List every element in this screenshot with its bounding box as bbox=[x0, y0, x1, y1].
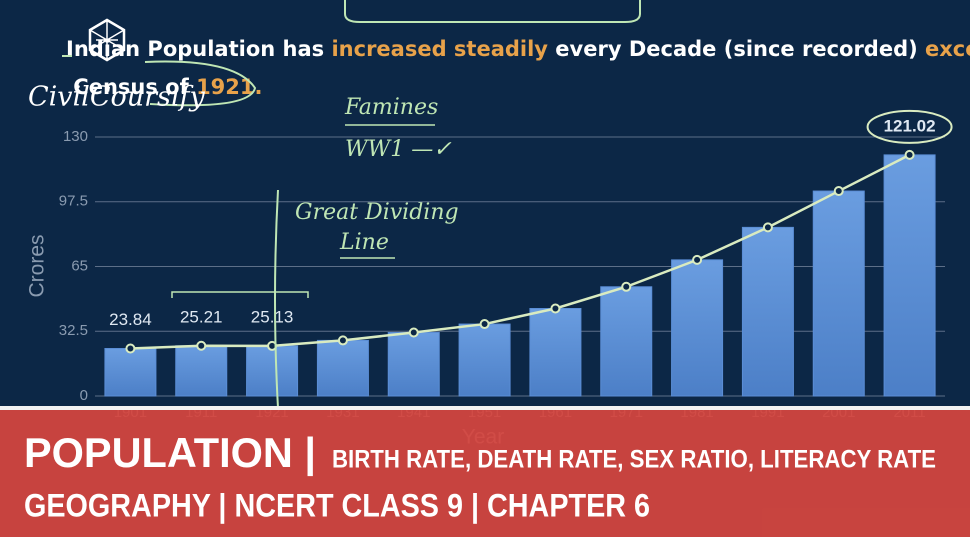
y-tick-label: 32.5 bbox=[59, 322, 88, 339]
headline: Indian Population has increased steadily… bbox=[66, 37, 970, 99]
trend-point bbox=[692, 254, 703, 265]
trend-point bbox=[479, 319, 490, 330]
headline-part: Census of bbox=[66, 75, 196, 99]
banner: POPULATION | BIRTH RATE, DEATH RATE, SEX… bbox=[0, 406, 970, 537]
headline-part: every Decade (since recorded) bbox=[548, 37, 925, 61]
trend-point bbox=[621, 281, 632, 292]
bar bbox=[316, 339, 369, 397]
banner-border bbox=[0, 406, 970, 410]
banner-bg bbox=[0, 410, 970, 537]
headline-part: increased steadily bbox=[331, 37, 548, 61]
trend-point bbox=[125, 343, 136, 354]
bar bbox=[104, 348, 157, 397]
trend-point bbox=[550, 303, 561, 314]
scribble bbox=[62, 55, 257, 107]
bar bbox=[741, 226, 794, 397]
bar bbox=[671, 259, 724, 397]
bar bbox=[175, 345, 228, 397]
banner-subtitle: BIRTH RATE, DEATH RATE, SEX RATIO, LITER… bbox=[332, 446, 936, 474]
value-label: 25.21 bbox=[180, 307, 223, 326]
trend-point bbox=[337, 335, 348, 346]
highlight-circle bbox=[866, 109, 953, 144]
logo-text: CivilCoursify bbox=[28, 82, 206, 113]
y-axis-title: Crores bbox=[26, 234, 49, 297]
trend-point bbox=[904, 149, 915, 160]
banner-line2: GEOGRAPHY | NCERT CLASS 9 | CHAPTER 6 bbox=[24, 487, 650, 523]
trend-point bbox=[762, 222, 773, 233]
value-label: 121.02 bbox=[884, 116, 936, 135]
y-tick-label: 0 bbox=[80, 387, 88, 404]
scribble bbox=[340, 124, 435, 259]
trend-point bbox=[833, 186, 844, 197]
scribble bbox=[344, 0, 641, 23]
y-tick-label: 97.5 bbox=[59, 193, 88, 210]
trend-point bbox=[196, 340, 207, 351]
handwriting: WW1 —✓ bbox=[345, 137, 452, 162]
y-tick-label: 65 bbox=[71, 257, 88, 274]
banner-title: POPULATION | bbox=[24, 429, 316, 477]
trend-point bbox=[408, 327, 419, 338]
bar bbox=[458, 323, 511, 397]
handwriting: Line bbox=[339, 230, 389, 255]
bar bbox=[883, 154, 936, 397]
logo: CivilCoursify bbox=[28, 18, 206, 113]
value-label: 23.84 bbox=[109, 310, 152, 329]
headline-part: has bbox=[275, 37, 331, 61]
handwriting: Famines bbox=[344, 95, 438, 120]
bar bbox=[529, 307, 582, 397]
headline-part: 1921. bbox=[196, 75, 262, 99]
bar bbox=[600, 286, 653, 397]
bar bbox=[387, 332, 440, 397]
value-label: 25.13 bbox=[251, 307, 294, 326]
bar bbox=[812, 190, 865, 397]
y-tick-label: 130 bbox=[63, 128, 88, 145]
headline-part: except the bbox=[925, 37, 970, 61]
great-dividing-line bbox=[274, 189, 279, 409]
handwriting: Great Dividing bbox=[295, 200, 459, 225]
bracket bbox=[171, 291, 309, 298]
trend-line bbox=[130, 153, 911, 350]
bar bbox=[246, 345, 299, 397]
